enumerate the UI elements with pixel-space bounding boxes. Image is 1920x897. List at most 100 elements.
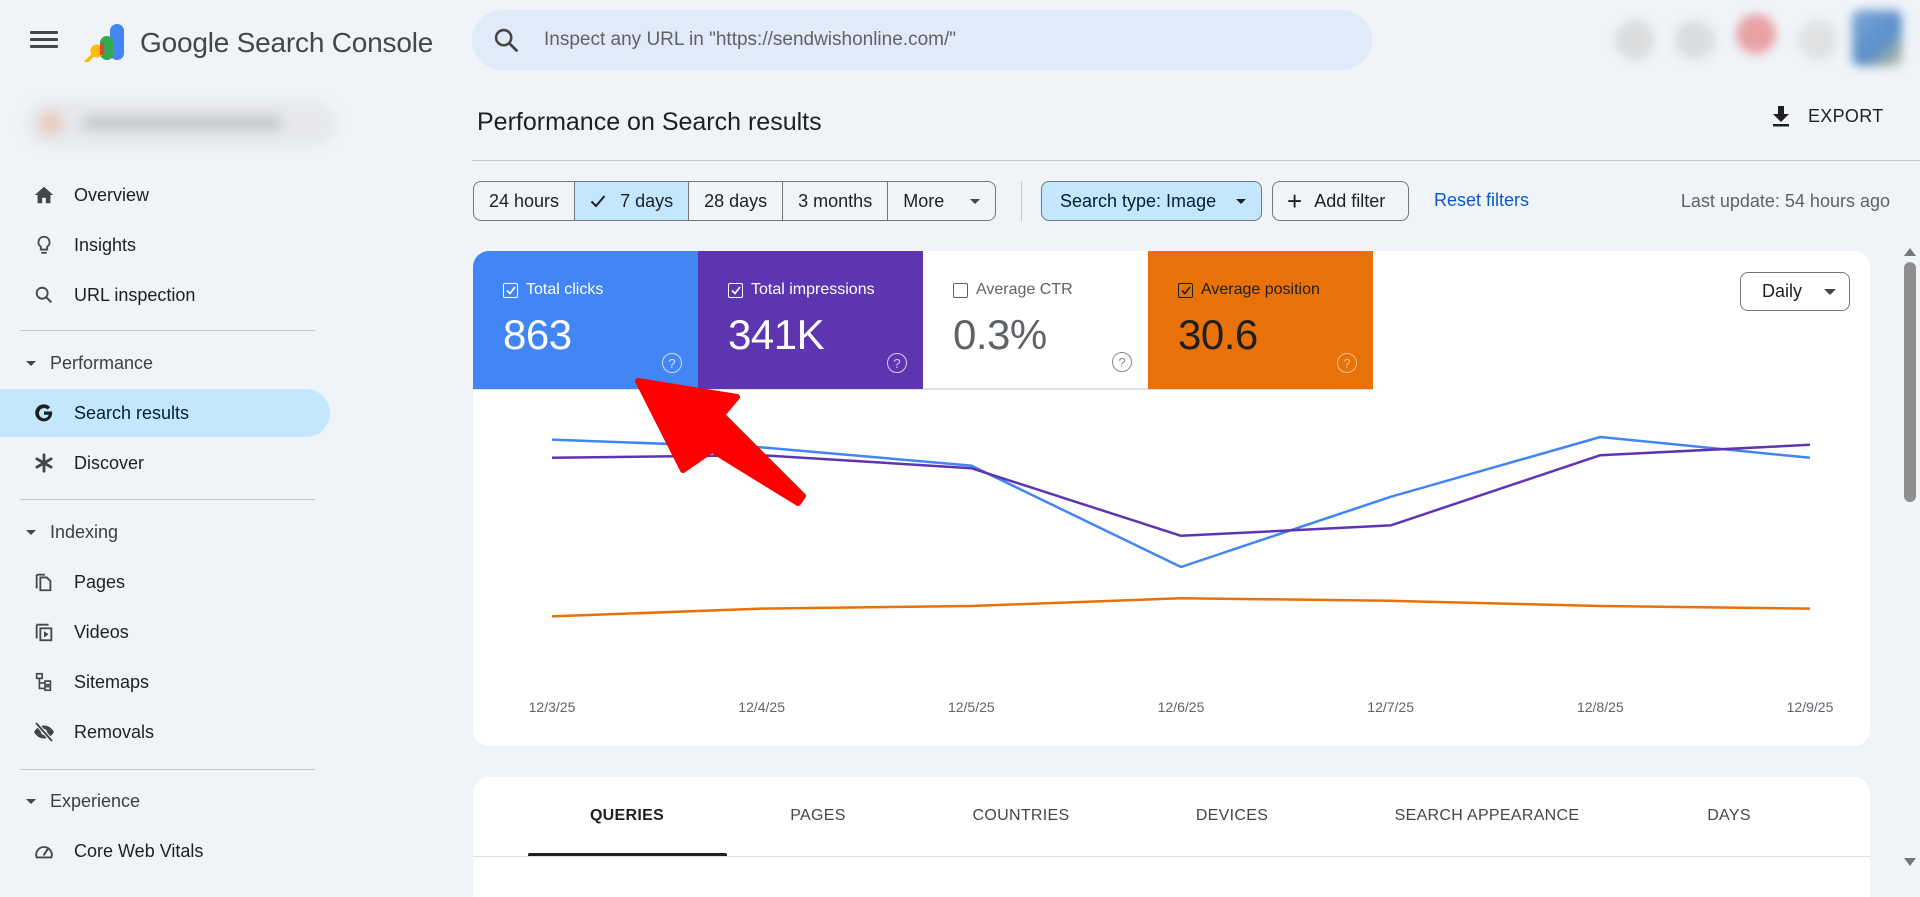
checkbox-checked-icon[interactable] <box>503 282 518 298</box>
tab-search-appearance[interactable]: SEARCH APPEARANCE <box>1394 807 1580 824</box>
sidebar-item-label: Pages <box>74 571 126 592</box>
add-filter-button[interactable]: + Add filter <box>1272 181 1409 221</box>
scroll-down-arrow-icon[interactable] <box>1904 858 1916 866</box>
notifications-icon[interactable] <box>1736 14 1776 54</box>
sidebar-item-sitemaps[interactable]: Sitemaps <box>0 658 330 706</box>
date-range-24-hours[interactable]: 24 hours <box>474 182 576 220</box>
range-label: 3 months <box>798 190 873 211</box>
caret-down-icon <box>1236 198 1247 204</box>
sidebar-item-overview[interactable]: Overview <box>0 171 330 219</box>
tabs-divider <box>473 856 1870 857</box>
caret-down-icon <box>1824 288 1837 295</box>
sidebar-divider <box>20 769 315 770</box>
line-chart[interactable] <box>473 251 1870 746</box>
metric-card-total-impressions[interactable]: Total impressions 341K ? <box>698 251 923 389</box>
tab-devices[interactable]: DEVICES <box>1195 807 1269 824</box>
page-scrollbar-thumb[interactable] <box>1904 262 1916 502</box>
series-line <box>551 596 1811 618</box>
account-avatar[interactable] <box>1852 10 1902 66</box>
checkbox-checked-icon[interactable] <box>728 282 743 298</box>
sidebar-item-insights[interactable]: Insights <box>0 221 330 269</box>
caret-down-icon <box>26 529 36 535</box>
granularity-dropdown[interactable]: Daily <box>1740 272 1850 311</box>
settings-icon[interactable] <box>1675 20 1715 60</box>
help-icon[interactable]: ? <box>1337 353 1357 373</box>
metric-value: 30.6 <box>1178 311 1258 358</box>
caret-down-icon <box>26 798 36 804</box>
tab-countries[interactable]: COUNTRIES <box>972 807 1070 824</box>
tab-pages[interactable]: PAGES <box>790 807 846 824</box>
add-filter-label: Add filter <box>1314 190 1386 211</box>
last-update-text: Last update: 54 hours ago <box>1680 191 1890 211</box>
x-axis-tick-label: 12/3/25 <box>528 699 576 715</box>
date-range-3-months[interactable]: 3 months <box>783 182 889 220</box>
checkbox-checked-icon[interactable] <box>1178 282 1193 298</box>
sidebar-item-label: Insights <box>74 234 137 255</box>
date-range-selector[interactable]: 24 hours 7 days 28 days 3 months More <box>473 181 997 221</box>
x-axis-tick-label: 12/8/25 <box>1576 699 1624 715</box>
sidebar-item-core-web-vitals[interactable]: Core Web Vitals <box>0 827 330 875</box>
x-axis-tick-label: 12/7/25 <box>1367 699 1415 715</box>
search-console-logo-icon <box>84 22 128 64</box>
sidebar-item-videos[interactable]: Videos <box>0 608 330 656</box>
sidebar-item-discover[interactable]: Discover <box>0 439 330 487</box>
google-g-icon <box>32 401 56 425</box>
sitemap-icon <box>32 670 56 694</box>
page-title: Performance on Search results <box>477 108 822 136</box>
video-icon <box>32 620 56 644</box>
date-range-more-dropdown[interactable]: More <box>888 182 995 220</box>
metric-label: Total impressions <box>751 281 875 298</box>
home-icon <box>32 183 56 207</box>
series-line <box>551 443 1811 538</box>
range-label: 24 hours <box>489 190 560 211</box>
scroll-up-arrow-icon[interactable] <box>1904 248 1916 256</box>
metric-value: 0.3% <box>953 311 1047 358</box>
performance-chart-card: Total clicks 863 ? Total impressions 341… <box>473 251 1870 746</box>
sidebar-item-pages[interactable]: Pages <box>0 558 330 606</box>
help-icon[interactable]: ? <box>887 353 907 373</box>
search-type-filter-chip[interactable]: Search type: Image <box>1041 181 1262 221</box>
sidebar-item-removals[interactable]: Removals <box>0 708 330 756</box>
metric-bottom-border <box>473 389 1373 390</box>
checkmark-icon <box>590 195 606 208</box>
dimension-tabs-card: QUERIES PAGES COUNTRIES DEVICES SEARCH A… <box>473 777 1870 897</box>
sidebar-item-search-results[interactable]: Search results <box>0 389 330 437</box>
export-button[interactable]: EXPORT <box>1770 104 1884 128</box>
sidebar-item-label: Search results <box>74 402 190 423</box>
caret-down-icon <box>26 360 36 366</box>
apps-icon[interactable] <box>1798 20 1838 60</box>
sidebar-section-indexing[interactable]: Indexing <box>0 512 330 552</box>
sidebar-item-label: Core Web Vitals <box>74 840 204 861</box>
tab-queries[interactable]: QUERIES <box>589 807 665 824</box>
help-icon[interactable] <box>1615 20 1655 60</box>
plus-icon: + <box>1287 186 1303 216</box>
x-axis-tick-label: 12/6/25 <box>1157 699 1205 715</box>
reset-filters-link[interactable]: Reset filters <box>1434 190 1530 210</box>
date-range-28-days[interactable]: 28 days <box>689 182 784 220</box>
sidebar-section-performance[interactable]: Performance <box>0 343 330 383</box>
help-icon[interactable]: ? <box>1112 352 1132 372</box>
checkbox-unchecked-icon[interactable] <box>953 282 968 298</box>
metric-value: 863 <box>503 311 572 358</box>
url-inspection-input[interactable] <box>544 29 1324 51</box>
help-icon[interactable]: ? <box>662 353 682 373</box>
metric-card-average-ctr[interactable]: Average CTR 0.3% ? <box>923 251 1148 389</box>
tab-days[interactable]: DAYS <box>1707 807 1751 824</box>
chip-label: Search type: Image <box>1060 190 1217 211</box>
sidebar-divider <box>20 330 315 331</box>
sidebar-item-url-inspection[interactable]: URL inspection <box>0 271 330 319</box>
download-icon <box>1773 106 1789 127</box>
range-label: 7 days <box>620 190 674 211</box>
main-menu-button[interactable] <box>30 28 58 52</box>
search-icon <box>494 28 518 52</box>
sidebar-section-experience[interactable]: Experience <box>0 781 330 821</box>
section-label: Performance <box>50 352 154 373</box>
metric-label: Total clicks <box>526 281 604 298</box>
url-inspection-search[interactable] <box>472 10 1372 70</box>
property-selector[interactable] <box>26 100 336 146</box>
metric-label: Average position <box>1201 281 1320 298</box>
metric-card-average-position[interactable]: Average position 30.6 ? <box>1148 251 1373 389</box>
date-range-7-days[interactable]: 7 days <box>575 182 690 220</box>
metric-card-total-clicks[interactable]: Total clicks 863 ? <box>473 251 698 389</box>
sidebar-item-label: Overview <box>74 184 150 205</box>
